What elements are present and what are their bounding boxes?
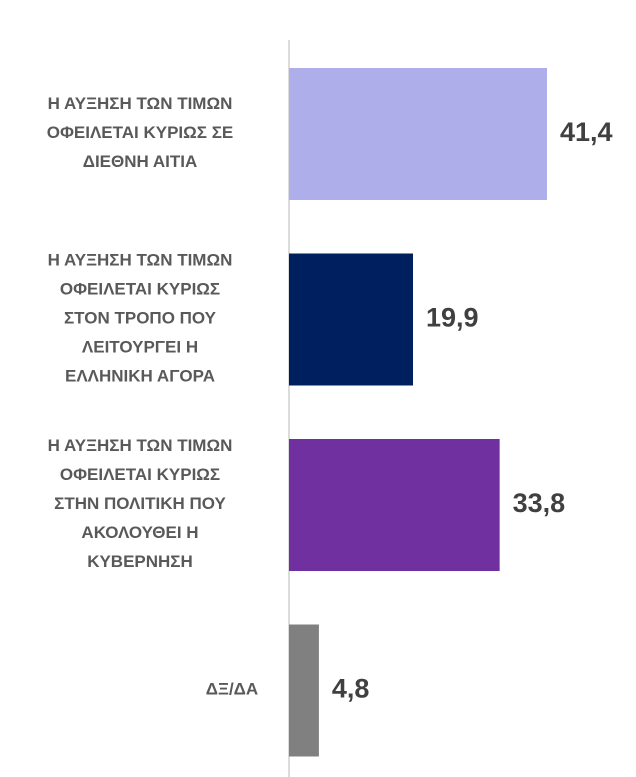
bar xyxy=(289,439,500,571)
value-label: 33,8 xyxy=(513,488,566,518)
category-label: Η ΑΥΞΗΣΗ ΤΩΝ ΤΙΜΩΝ ΟΦΕΙΛΕΤΑΙ ΚΥΡΙΩΣ ΣΤΟΝ Τ… xyxy=(48,251,233,386)
category-label: Η ΑΥΞΗΣΗ ΤΩΝ ΤΙΜΩΝ ΟΦΕΙΛΕΤΑΙ ΚΥΡΙΩΣ ΣΕ ΔΙΕ… xyxy=(47,94,234,171)
bar xyxy=(289,253,414,386)
bar xyxy=(289,624,319,757)
value-label: 41,4 xyxy=(560,117,613,147)
category-label: Η ΑΥΞΗΣΗ ΤΩΝ ΤΙΜΩΝ ΟΦΕΙΛΕΤΑΙ ΚΥΡΙΩΣ ΣΤΗΝ Π… xyxy=(48,436,233,571)
bar xyxy=(289,68,547,200)
category-label: ΔΞ/ΔΑ xyxy=(206,680,258,699)
value-label: 4,8 xyxy=(332,674,370,704)
value-label: 19,9 xyxy=(426,303,479,333)
